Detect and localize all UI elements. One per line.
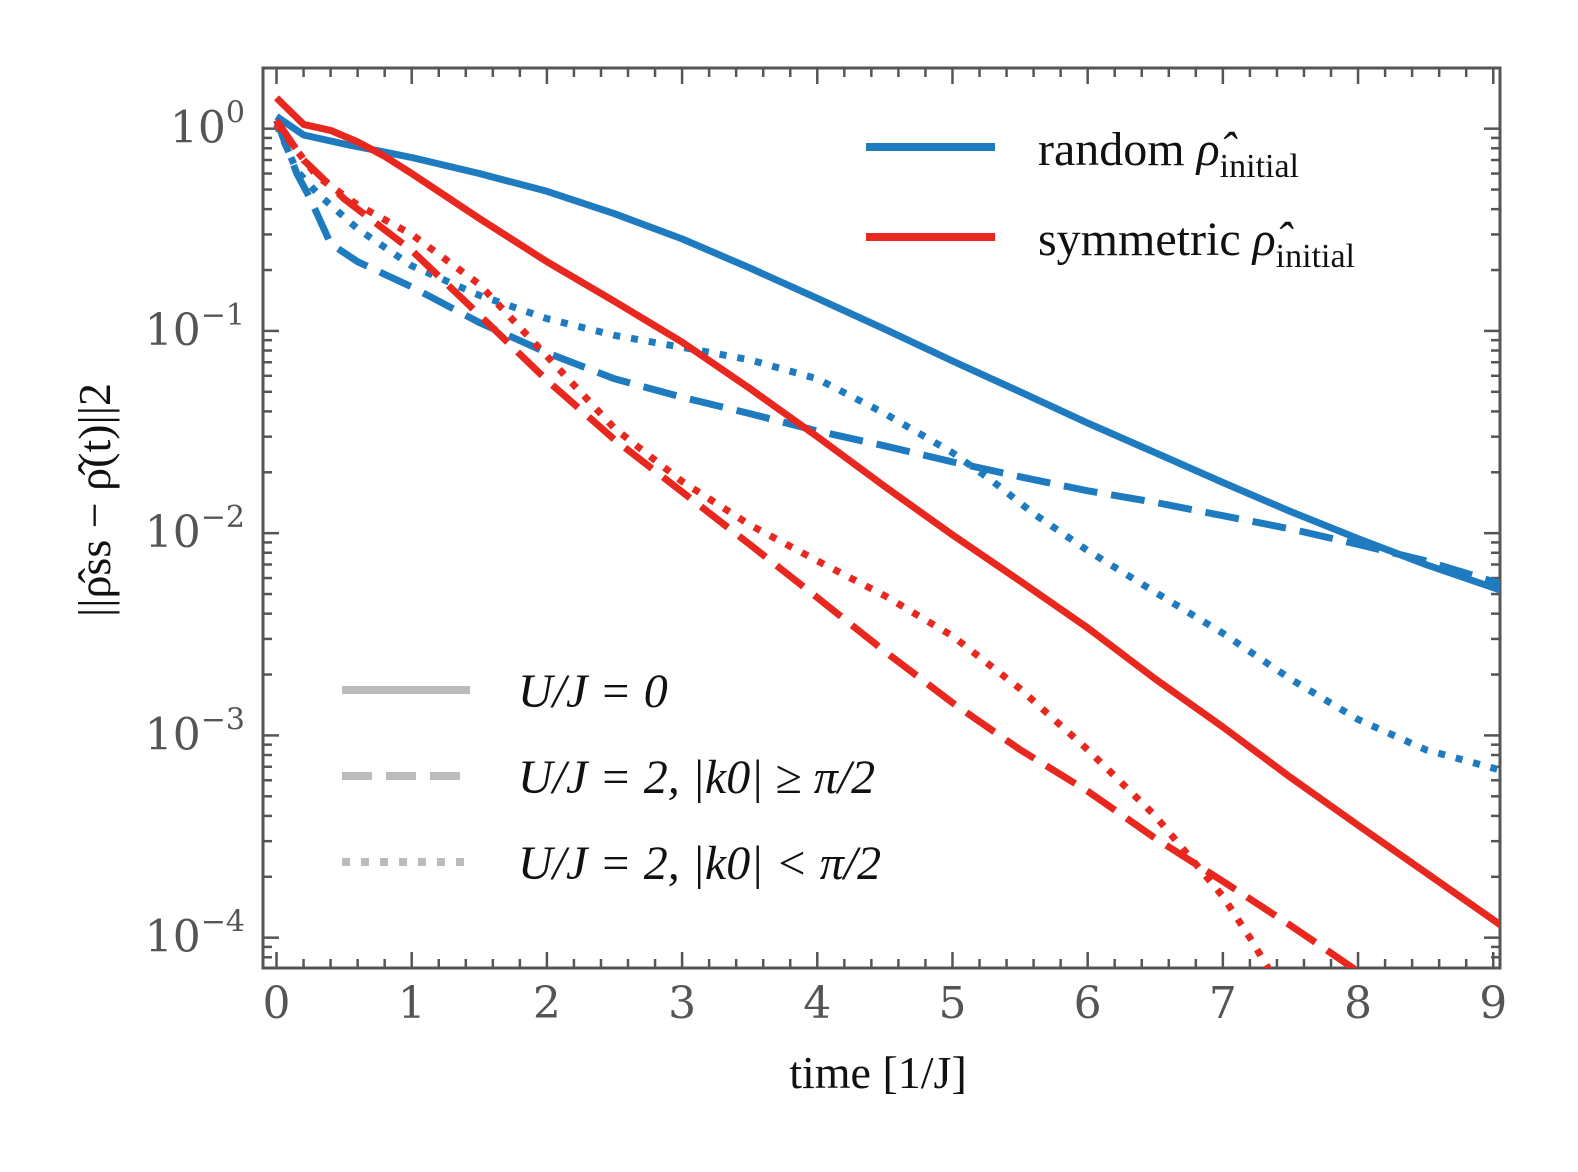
legend-style: U/J = 0 U/J = 2, |k0| ≥ π/2 U/J = 2, |k0… <box>342 665 881 890</box>
x-tick-label: 3 <box>668 978 696 1029</box>
y-tick-label: 10−3 <box>145 702 245 760</box>
series-line-symmetric-dashed <box>273 118 1360 968</box>
x-tick-label: 4 <box>803 978 831 1029</box>
series-line-random-dashed <box>273 119 1500 588</box>
series-line-random-solid <box>274 113 1500 594</box>
x-tick-label: 7 <box>1209 978 1237 1029</box>
x-tick-labels: 0 1 2 3 4 5 6 7 8 9 <box>263 978 1508 1029</box>
y-tick-label: 10−4 <box>145 905 245 963</box>
x-tick-label: 1 <box>398 978 426 1029</box>
series-line-random-dotted <box>273 122 1500 774</box>
legend-label-solid: U/J = 0 <box>518 665 668 718</box>
series-line-symmetric-solid <box>274 95 1500 929</box>
y-tick-label: 10−2 <box>145 500 245 558</box>
legend-color: random ρ̂initial symmetric ρ̂initial <box>866 123 1355 275</box>
axis-ticks <box>263 68 1500 968</box>
y-tick-label: 10−1 <box>145 298 245 356</box>
legend-label-dashed: U/J = 2, |k0| ≥ π/2 <box>518 751 875 804</box>
series-layer <box>273 95 1500 968</box>
legend-label-symmetric: symmetric ρ̂initial <box>1038 213 1355 275</box>
x-tick-label: 8 <box>1344 978 1372 1029</box>
y-tick-label: 100 <box>170 96 245 154</box>
legend-label-random: random ρ̂initial <box>1038 123 1299 185</box>
x-axis-label: time [1/J] <box>789 1047 967 1098</box>
x-tick-label: 6 <box>1074 978 1102 1029</box>
legend-label-dotted: U/J = 2, |k0| < π/2 <box>518 837 881 890</box>
x-tick-label: 2 <box>533 978 561 1029</box>
x-tick-label: 5 <box>938 978 966 1029</box>
y-tick-labels: 100 10−1 10−2 10−3 10−4 <box>145 96 245 963</box>
x-tick-label: 0 <box>263 978 291 1029</box>
x-tick-label: 9 <box>1479 978 1507 1029</box>
series-line-symmetric-dotted <box>273 122 1273 968</box>
plot-frame <box>261 66 1502 970</box>
y-axis-label: ||ρ̂ss − ρ̂(t)||2 <box>69 383 120 617</box>
